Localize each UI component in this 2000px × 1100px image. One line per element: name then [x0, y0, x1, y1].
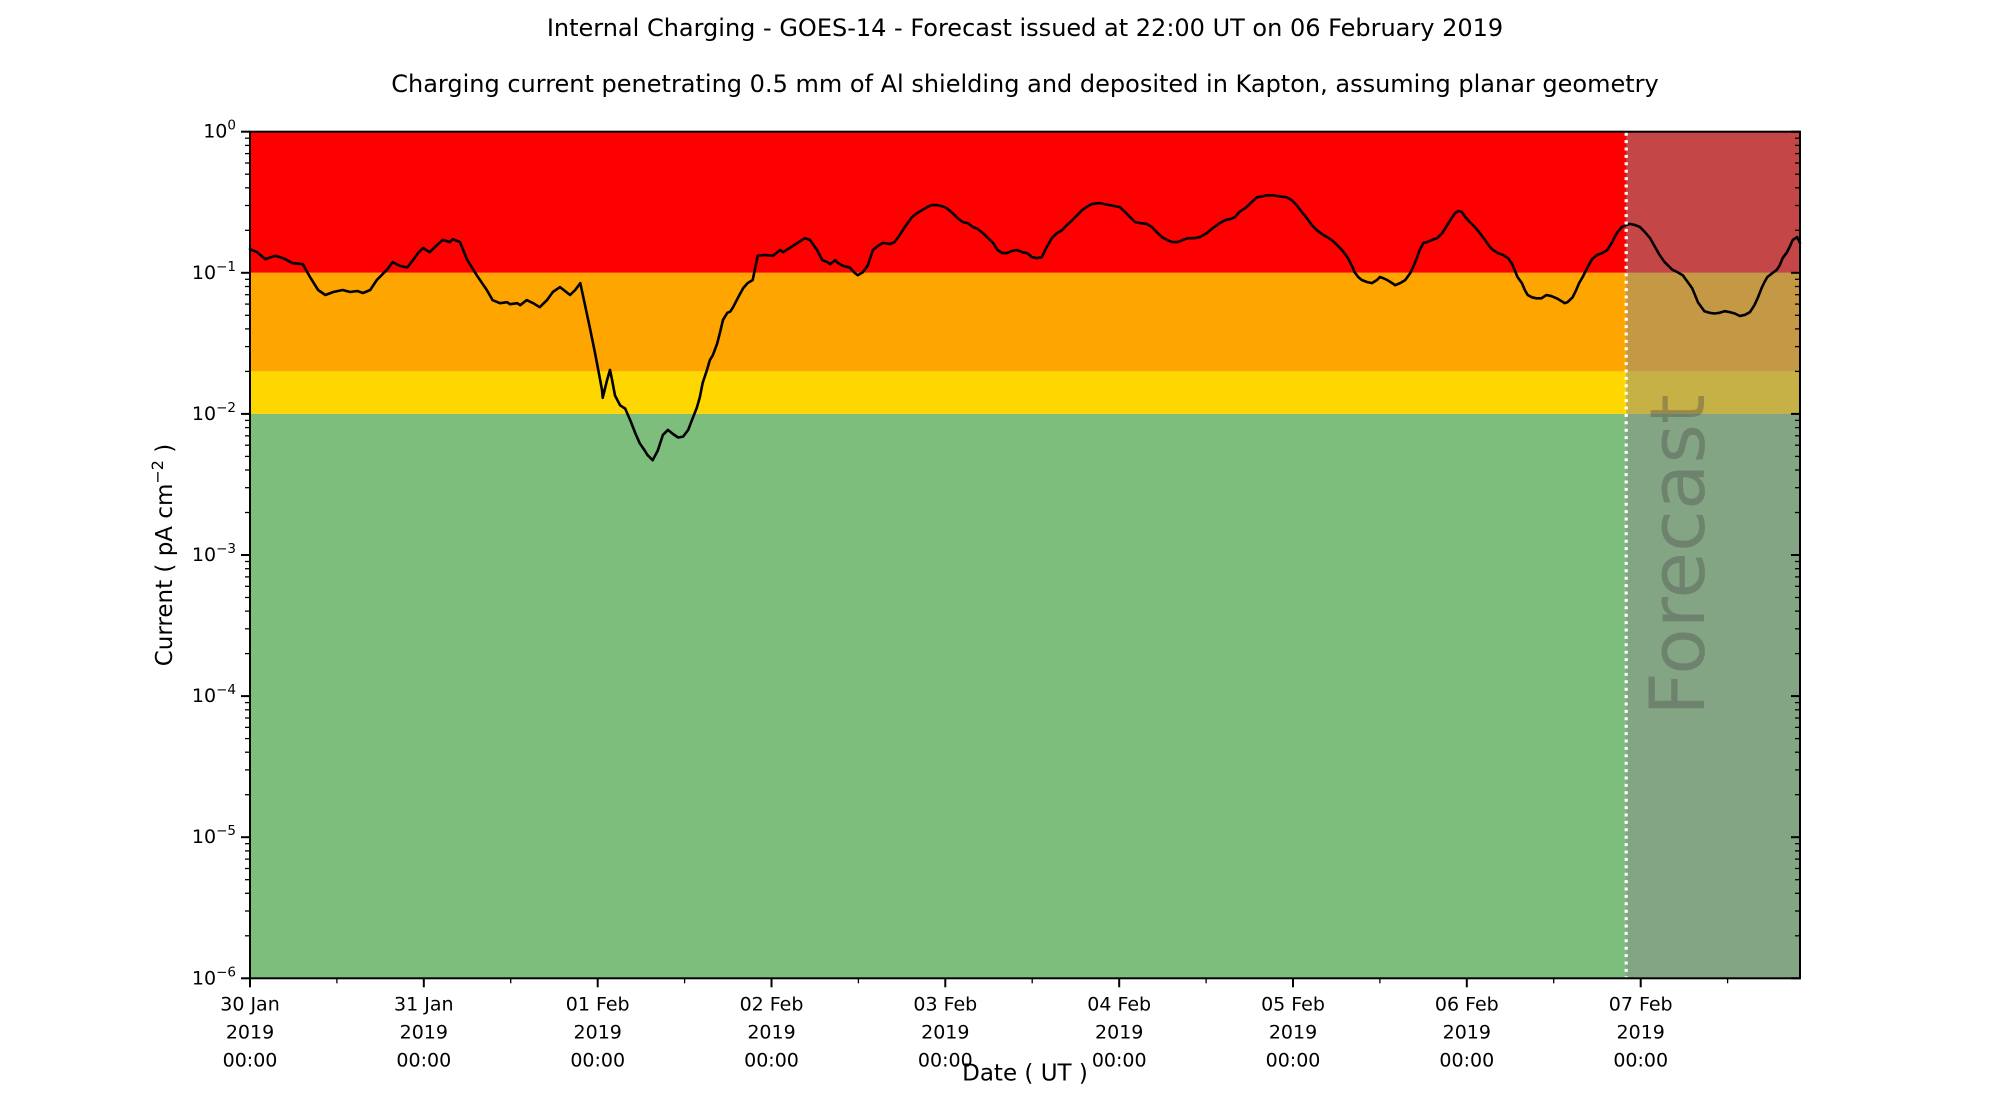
- figure-title: Internal Charging - GOES-14 - Forecast i…: [546, 14, 1504, 42]
- figure-subtitle: Charging current penetrating 0.5 mm of A…: [391, 70, 1659, 98]
- y-axis-label: Current ( pA cm−2 ): [148, 444, 178, 667]
- forecast-watermark: Forecast: [1633, 394, 1722, 716]
- x-tick-label: 2019: [574, 1021, 622, 1043]
- x-tick-label: 07 Feb: [1609, 993, 1673, 1015]
- x-tick-label: 00:00: [223, 1049, 278, 1071]
- x-tick-label: 04 Feb: [1087, 993, 1151, 1015]
- y-tick-label: 10−6: [192, 964, 236, 989]
- x-tick-label: 01 Feb: [566, 993, 630, 1015]
- x-tick-label: 31 Jan: [394, 993, 454, 1015]
- x-tick-label: 2019: [747, 1021, 795, 1043]
- x-tick-label: 02 Feb: [740, 993, 804, 1015]
- x-tick-label: 2019: [921, 1021, 969, 1043]
- x-tick-label: 00:00: [396, 1049, 451, 1071]
- threshold-bands: [250, 131, 1800, 979]
- y-axis: 100 10−1 10−2 10−3 10−4 10−5 10−6: [192, 118, 1800, 989]
- x-tick-label: 00:00: [1092, 1049, 1147, 1071]
- x-tick-label: 00:00: [1613, 1049, 1668, 1071]
- band-green-quiet: [250, 413, 1800, 979]
- y-tick-label: 10−2: [192, 400, 236, 425]
- x-tick-label: 03 Feb: [913, 993, 977, 1015]
- band-red-alert: [250, 131, 1800, 273]
- x-tick-label: 06 Feb: [1435, 993, 1499, 1015]
- x-tick-label: 00:00: [1439, 1049, 1494, 1071]
- x-axis-label: Date ( UT ): [962, 1060, 1088, 1086]
- band-orange-warning: [250, 272, 1800, 372]
- y-tick-label: 10−3: [192, 541, 236, 566]
- y-tick-label: 10−4: [192, 682, 236, 707]
- current-line: [248, 194, 1802, 462]
- band-yellow-caution: [250, 371, 1800, 414]
- y-tick-label: 100: [203, 118, 236, 143]
- x-tick-label: 2019: [1095, 1021, 1143, 1043]
- x-tick-label: 00:00: [570, 1049, 625, 1071]
- x-tick-label: 00:00: [918, 1049, 973, 1071]
- x-tick-label: 2019: [1269, 1021, 1317, 1043]
- x-tick-label: 2019: [400, 1021, 448, 1043]
- x-axis: 30 Jan 2019 00:00 31 Jan 2019 00:00 01 Feb 2019…: [220, 978, 1729, 1071]
- x-tick-label: 2019: [1443, 1021, 1491, 1043]
- x-tick-label: 30 Jan: [220, 993, 280, 1015]
- y-tick-label: 10−1: [192, 259, 236, 284]
- x-tick-label: 00:00: [744, 1049, 799, 1071]
- y-tick-label: 10−5: [192, 823, 236, 848]
- x-tick-label: 2019: [1617, 1021, 1665, 1043]
- x-tick-label: 00:00: [1266, 1049, 1321, 1071]
- x-tick-label: 05 Feb: [1261, 993, 1325, 1015]
- x-tick-label: 2019: [226, 1021, 274, 1043]
